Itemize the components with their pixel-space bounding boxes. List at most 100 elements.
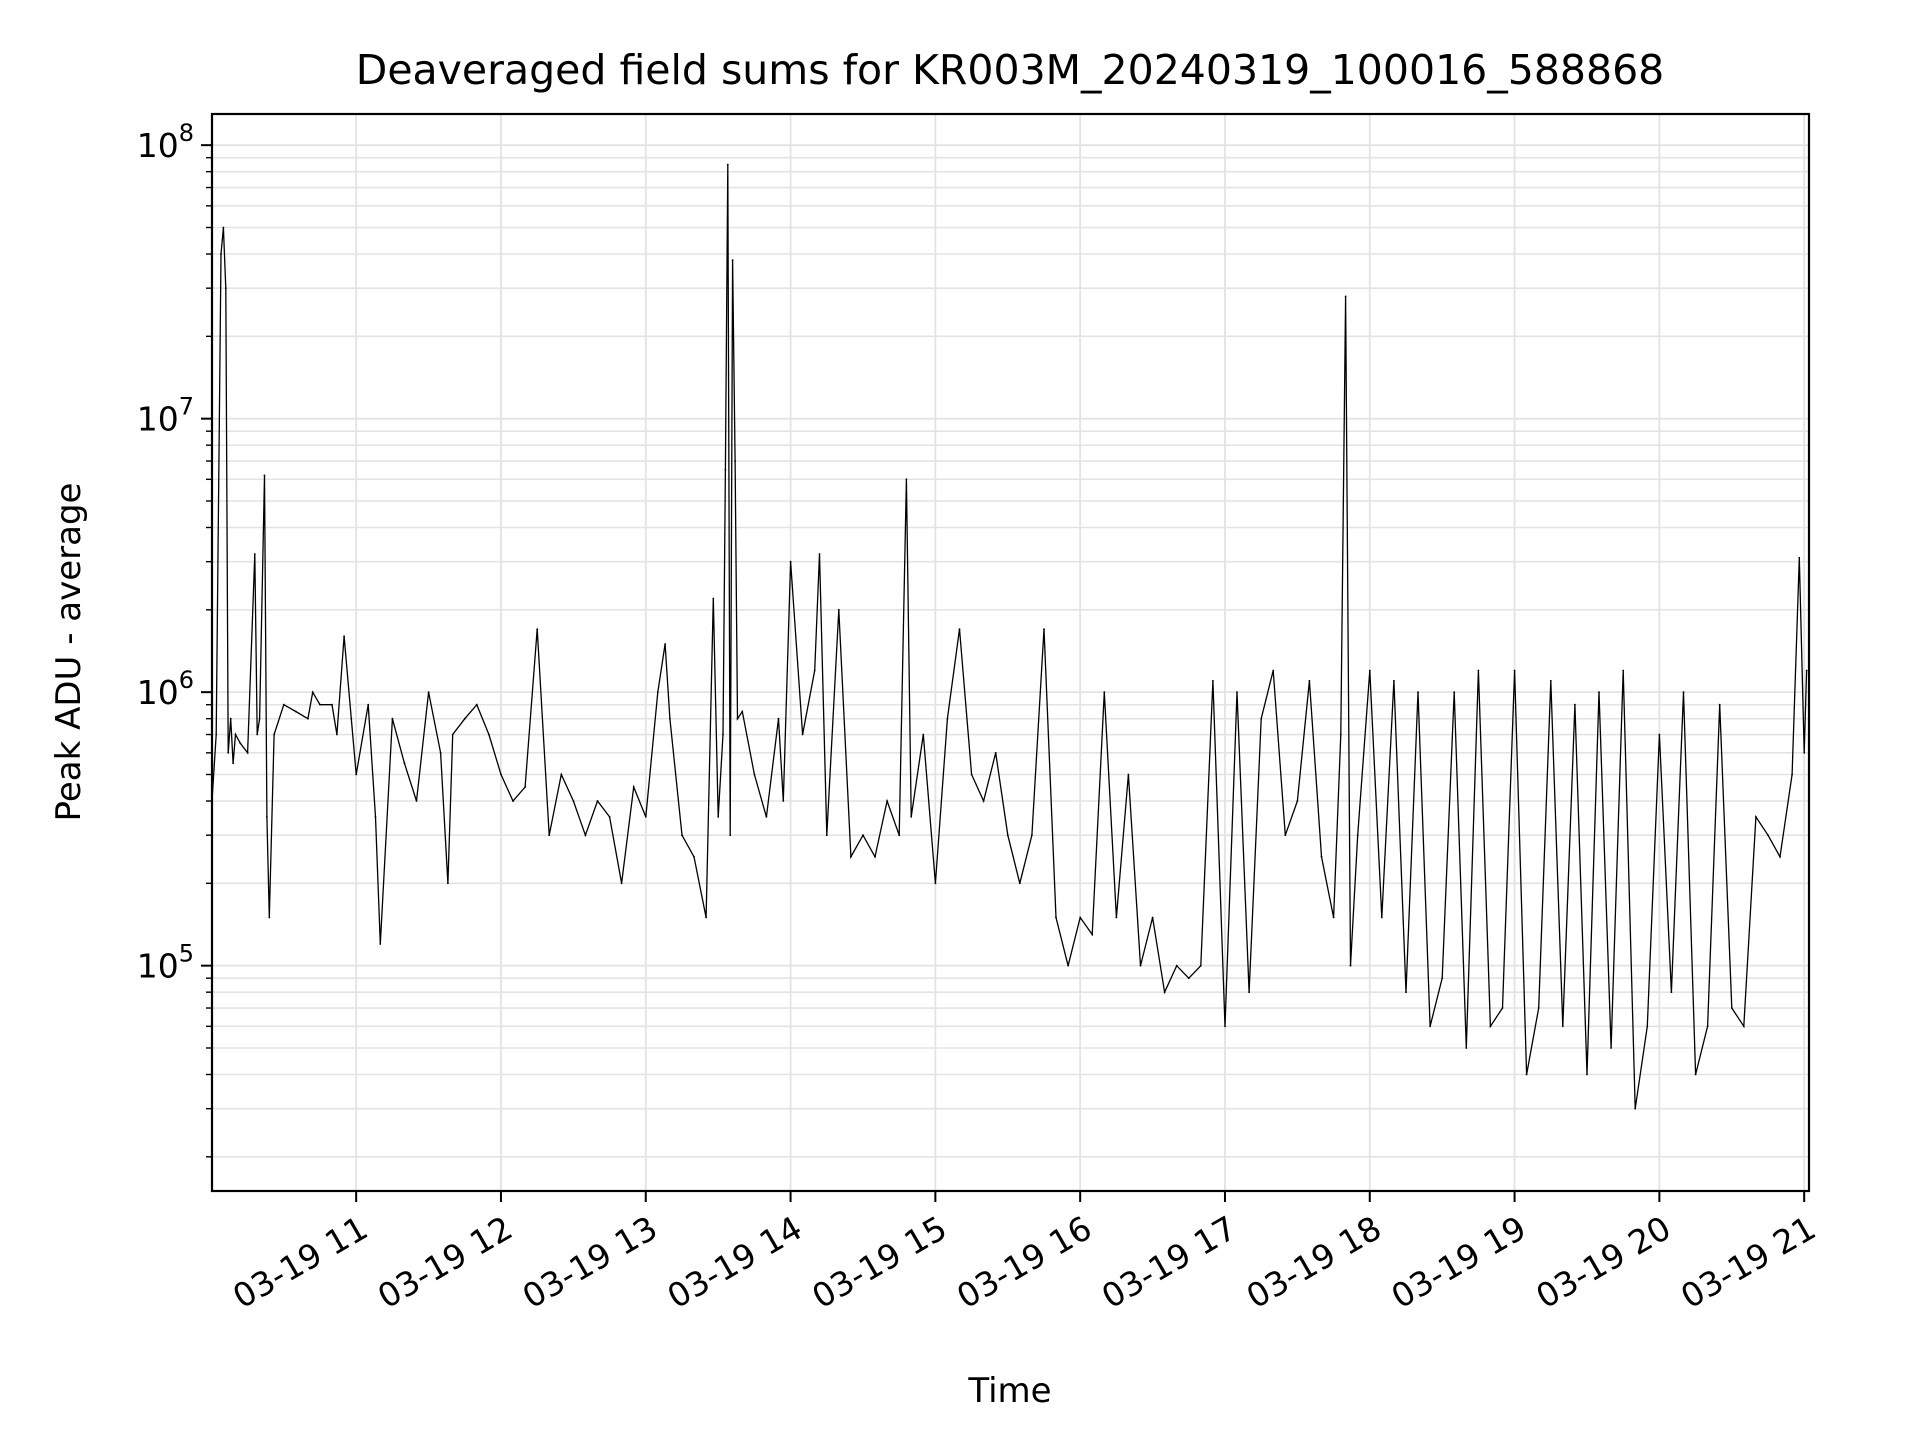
y-axis-label: Peak ADU - average (49, 483, 89, 822)
data-point (669, 717, 671, 720)
data-point (922, 733, 925, 736)
data-point (1091, 933, 1094, 936)
data-point (1549, 679, 1552, 682)
data-point (1742, 1025, 1745, 1028)
data-point (1236, 691, 1238, 694)
data-point (374, 816, 377, 818)
data-point (1272, 669, 1275, 672)
y-axis: 105 106 107 108 (137, 119, 212, 1158)
data-point (782, 800, 785, 802)
data-point (307, 717, 309, 720)
data-point (753, 773, 756, 776)
data-point (1417, 691, 1419, 694)
y-tick-label: 105 (137, 940, 194, 986)
data-point (620, 882, 623, 885)
data-point (850, 855, 852, 858)
data-point (789, 560, 792, 563)
data-point (1079, 916, 1082, 919)
data-point (524, 786, 526, 788)
data-point (1308, 679, 1311, 682)
data-point (227, 751, 230, 754)
data-point (994, 751, 997, 754)
data-point (982, 800, 985, 802)
data-point (1477, 669, 1480, 672)
data-point (722, 733, 724, 736)
data-point (777, 717, 780, 720)
data-point (1598, 691, 1600, 694)
data-point (1018, 882, 1021, 885)
data-point (726, 163, 729, 166)
data-point (475, 703, 478, 706)
data-point (355, 773, 358, 776)
data-point (825, 834, 828, 837)
data-point (1513, 669, 1516, 672)
data-point (934, 882, 937, 885)
data-point (1682, 691, 1685, 694)
data-point (1296, 800, 1299, 802)
data-point (1115, 916, 1118, 919)
data-point (1489, 1025, 1492, 1028)
data-point (1356, 834, 1359, 837)
data-point (536, 628, 539, 630)
data-point (837, 608, 840, 611)
data-point (874, 855, 876, 858)
data-point (215, 733, 218, 736)
data-point (1706, 1025, 1709, 1028)
data-point (1694, 1073, 1697, 1076)
data-point (717, 816, 720, 818)
data-point (1803, 751, 1806, 754)
data-point (1501, 1007, 1504, 1009)
data-point (222, 226, 225, 229)
data-point (229, 717, 232, 720)
data-point (350, 717, 353, 720)
data-point (246, 751, 249, 754)
data-point (447, 882, 449, 885)
grid (212, 114, 1809, 1191)
plot-frame (210, 112, 1811, 1193)
data-point (500, 773, 502, 776)
data-point (1187, 977, 1190, 980)
data-point (512, 800, 514, 802)
data-point (367, 703, 370, 706)
data-point (1260, 717, 1263, 720)
data-point (656, 691, 659, 694)
data-point (273, 733, 275, 736)
data-point (765, 816, 768, 818)
data-point (608, 816, 611, 818)
data-point (664, 643, 666, 645)
data-point (1212, 679, 1214, 682)
y-tick-label: 108 (137, 119, 194, 165)
data-point (705, 916, 707, 919)
data-point (1730, 1007, 1733, 1009)
data-point (1767, 834, 1769, 837)
data-point (1151, 916, 1154, 919)
data-point (1465, 1047, 1468, 1049)
data-point (220, 253, 222, 255)
data-point (1344, 295, 1347, 298)
data-point (1224, 1025, 1226, 1028)
data-point (1429, 1025, 1431, 1028)
data-point (239, 742, 242, 745)
data-point (319, 703, 321, 706)
data-point (256, 733, 259, 736)
data-point (1805, 669, 1808, 672)
data-point (258, 717, 261, 720)
data-point (1163, 991, 1166, 994)
data-point (1320, 855, 1323, 858)
data-point (294, 710, 297, 713)
data-point (736, 717, 739, 720)
data-point (266, 816, 268, 818)
data-point (1055, 916, 1057, 919)
data-point (729, 834, 732, 837)
data-point (1043, 628, 1045, 630)
x-axis-label: Time (967, 1371, 1051, 1411)
data-point (224, 287, 227, 290)
data-point (1441, 977, 1444, 980)
data-point (862, 834, 864, 837)
data-point (1006, 834, 1009, 837)
data-point (734, 460, 736, 462)
data-point (263, 474, 266, 477)
data-point (234, 733, 237, 736)
data-point (1248, 991, 1250, 994)
